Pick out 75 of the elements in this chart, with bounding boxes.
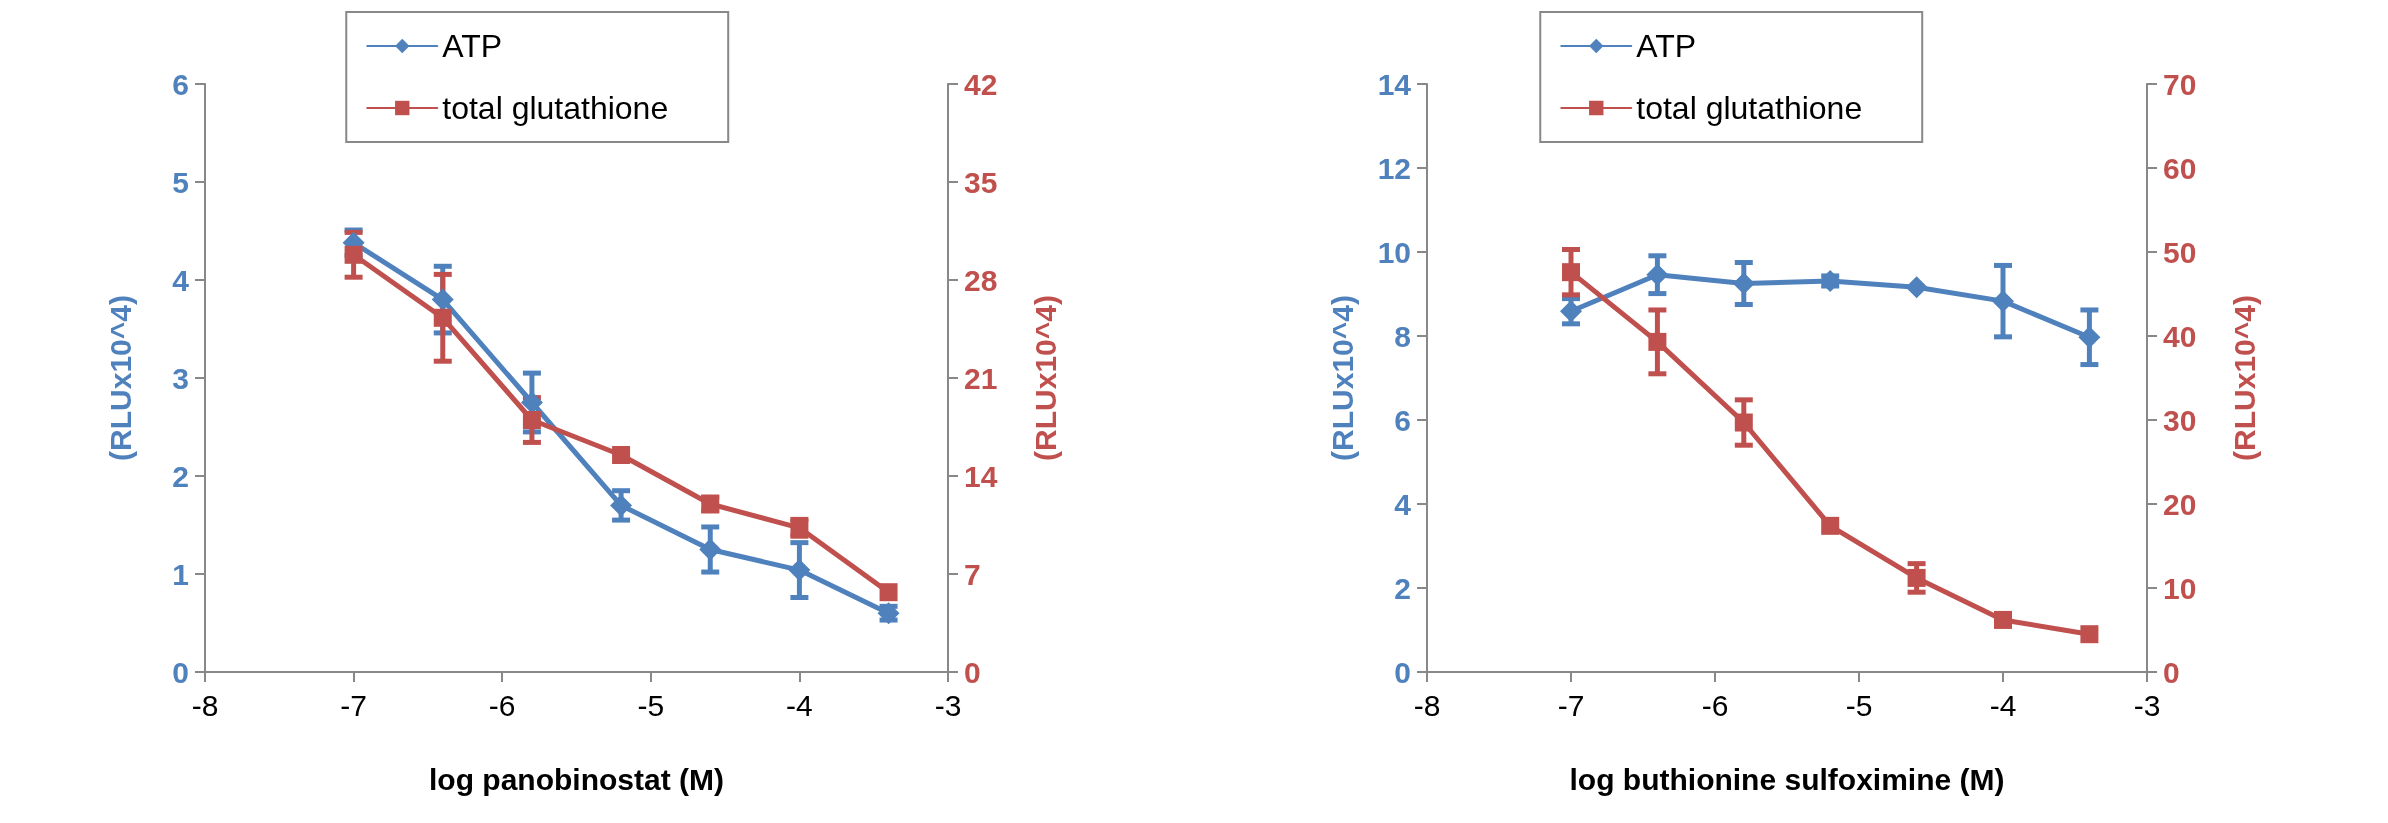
y2-tick-label: 30 xyxy=(2163,403,2197,437)
x-tick-label: -6 xyxy=(488,688,516,722)
y-tick-label: 2 xyxy=(1394,571,1411,605)
x-axis-title: log buthionine sulfoximine (M) xyxy=(1569,762,2005,796)
x-tick-label: -3 xyxy=(934,688,962,722)
x-tick-label: -4 xyxy=(1989,688,2017,722)
y-tick-label: 3 xyxy=(172,361,189,395)
x-tick-label: -8 xyxy=(1413,688,1441,722)
point xyxy=(431,288,454,311)
x-tick-label: -5 xyxy=(637,688,665,722)
y2-axis-title: (RLUx10^4) xyxy=(1028,295,1062,461)
point xyxy=(1560,300,1582,323)
y2-tick-label: 7 xyxy=(964,557,981,591)
y2-tick-label: 21 xyxy=(964,361,998,395)
y-tick-label: 12 xyxy=(1377,151,1411,185)
point xyxy=(522,411,541,429)
point xyxy=(2080,625,2099,644)
point xyxy=(612,446,631,464)
legend-label: total glutathione xyxy=(442,90,669,126)
point xyxy=(1821,516,1840,535)
point xyxy=(1646,263,1669,286)
x-tick-label: -3 xyxy=(2133,688,2161,722)
y-tick-label: 10 xyxy=(1377,235,1411,269)
point xyxy=(879,583,898,602)
y-tick-label: 1 xyxy=(172,557,189,591)
point xyxy=(1994,610,2012,629)
y-tick-label: 5 xyxy=(172,165,189,199)
y2-tick-label: 60 xyxy=(2163,151,2197,185)
y2-tick-label: 0 xyxy=(2163,655,2180,689)
y2-tick-label: 28 xyxy=(964,263,998,297)
y-axis-title: (RLUx10^4) xyxy=(1325,295,1359,461)
y-tick-label: 8 xyxy=(1394,319,1411,353)
y2-tick-label: 0 xyxy=(964,655,981,689)
x-axis-title: log panobinostat (M) xyxy=(429,762,724,796)
y-tick-label: 6 xyxy=(172,67,189,101)
y2-tick-label: 42 xyxy=(964,67,998,101)
y2-tick-label: 35 xyxy=(964,165,998,199)
y2-tick-label: 10 xyxy=(2163,571,2197,605)
point xyxy=(433,308,452,327)
y-axis-title: (RLUx10^4) xyxy=(103,295,137,461)
y-tick-label: 4 xyxy=(1394,487,1412,521)
legend-label: ATP xyxy=(442,28,503,64)
legend-label: ATP xyxy=(1636,28,1697,64)
x-tick-label: -4 xyxy=(786,688,813,722)
y-tick-label: 2 xyxy=(172,459,189,493)
point xyxy=(699,538,722,561)
point xyxy=(1732,272,1755,295)
x-tick-label: -6 xyxy=(1701,688,1729,722)
point xyxy=(1907,568,1926,587)
point xyxy=(610,494,633,517)
point xyxy=(1734,413,1753,432)
y-tick-label: 4 xyxy=(172,263,190,297)
x-tick-label: -5 xyxy=(1845,688,1873,722)
x-tick-label: -8 xyxy=(191,688,219,722)
y2-tick-label: 40 xyxy=(2163,319,2197,353)
legend-label: total glutathione xyxy=(1636,90,1863,126)
point xyxy=(1905,276,1928,299)
y2-tick-label: 50 xyxy=(2163,235,2197,269)
y2-tick-label: 14 xyxy=(964,459,998,493)
y-tick-label: 0 xyxy=(172,655,189,689)
y-tick-label: 14 xyxy=(1377,67,1412,101)
point xyxy=(1648,332,1667,351)
x-tick-label: -7 xyxy=(340,688,367,722)
point xyxy=(1992,290,2014,313)
point xyxy=(2078,326,2101,349)
y2-tick-label: 20 xyxy=(2163,487,2197,521)
x-tick-label: -7 xyxy=(1557,688,1585,722)
y2-axis-title: (RLUx10^4) xyxy=(2227,295,2261,461)
point xyxy=(520,391,543,414)
point xyxy=(1562,263,1580,282)
point xyxy=(788,559,811,582)
y-tick-label: 6 xyxy=(1394,403,1411,437)
y2-tick-label: 70 xyxy=(2163,67,2197,101)
point xyxy=(344,245,363,264)
y-tick-label: 0 xyxy=(1394,655,1411,689)
